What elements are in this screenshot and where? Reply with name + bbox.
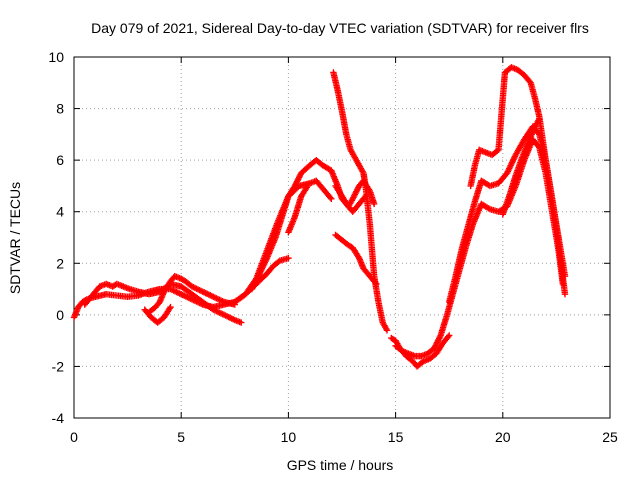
data-point <box>251 280 259 287</box>
data-point <box>295 174 303 181</box>
y-tick-label: 8 <box>56 101 64 117</box>
data-point <box>372 279 379 286</box>
data-point <box>349 195 356 203</box>
data-point <box>446 332 453 339</box>
x-tick-label: 10 <box>281 429 297 445</box>
y-tick-label: 4 <box>56 204 64 220</box>
data-point <box>249 284 256 291</box>
series-sat-track-2 <box>81 280 245 326</box>
data-point <box>285 254 292 262</box>
x-tick-label: 5 <box>177 429 185 445</box>
data-point <box>250 281 258 288</box>
data-point <box>435 336 442 343</box>
series-sat-track-12 <box>392 136 567 360</box>
plot-frame <box>73 56 611 419</box>
series-sat-track-13 <box>446 123 569 306</box>
data-point <box>328 195 335 203</box>
data-point <box>373 280 380 288</box>
data-point <box>167 303 174 311</box>
axis-ticks: 0 5 10 15 20 25 -4 -2 0 2 4 6 8 10 <box>48 49 618 445</box>
data-point <box>295 175 302 182</box>
data-point <box>561 291 569 298</box>
series-sat-track-10 <box>332 231 380 288</box>
data-point <box>327 194 334 201</box>
data-point <box>294 176 301 184</box>
data-point <box>304 182 311 190</box>
data-point <box>351 191 359 198</box>
x-tick-label: 25 <box>602 429 618 445</box>
data-point <box>293 178 301 185</box>
data-marks <box>70 64 569 370</box>
series-sat-track-9 <box>330 69 391 334</box>
y-axis-title: SDTVAR / TECUs <box>7 182 23 294</box>
x-tick-label: 15 <box>388 429 404 445</box>
series-sat-track-4 <box>141 303 174 326</box>
data-point <box>436 333 444 341</box>
x-tick-label: 0 <box>70 429 78 445</box>
data-point <box>354 185 361 192</box>
data-point <box>353 187 361 194</box>
data-point <box>350 194 357 201</box>
x-tick-label: 20 <box>495 429 511 445</box>
data-point <box>352 189 359 197</box>
y-tick-label: -2 <box>52 358 65 374</box>
data-point <box>433 339 441 346</box>
data-point <box>430 345 438 352</box>
data-point <box>432 342 439 349</box>
data-point <box>444 333 452 340</box>
x-axis-title: GPS time / hours <box>287 457 394 473</box>
data-point <box>248 285 256 293</box>
data-point <box>254 274 261 281</box>
y-tick-label: 10 <box>48 49 64 65</box>
data-point <box>536 115 543 123</box>
data-point <box>485 205 492 212</box>
data-point <box>383 327 391 334</box>
data-point <box>292 181 299 188</box>
data-point <box>250 283 257 290</box>
chart-title: Day 079 of 2021, Sidereal Day-to-day VTE… <box>91 20 589 36</box>
data-point <box>353 188 360 195</box>
data-point <box>370 200 378 208</box>
data-point <box>431 343 439 351</box>
data-point <box>435 335 443 342</box>
data-point <box>253 275 261 283</box>
data-point <box>433 340 440 348</box>
series-sat-track-3 <box>145 272 238 316</box>
y-tick-label: 0 <box>56 307 64 323</box>
data-point <box>253 277 260 284</box>
data-point <box>291 182 299 190</box>
data-point <box>238 319 245 326</box>
data-point <box>293 179 300 187</box>
series-sat-track-7 <box>285 182 311 236</box>
data-point <box>296 172 304 180</box>
data-point <box>252 278 259 286</box>
y-tick-label: -4 <box>52 410 65 426</box>
y-tick-label: 2 <box>56 255 64 271</box>
y-tick-label: 6 <box>56 152 64 168</box>
series-sat-track-15 <box>499 115 543 218</box>
data-point <box>434 338 441 345</box>
data-point <box>350 192 358 200</box>
